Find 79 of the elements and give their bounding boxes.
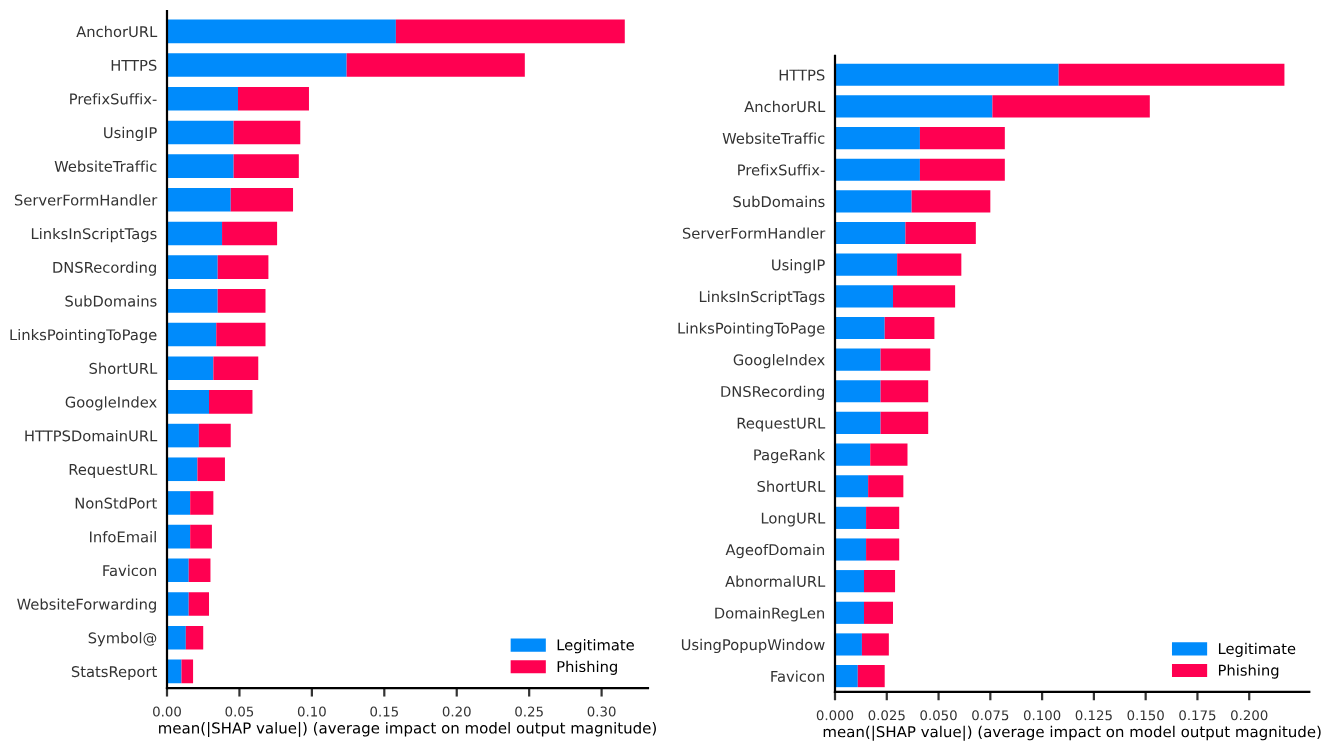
bar	[864, 570, 896, 593]
bar	[835, 411, 881, 434]
bar	[835, 63, 1059, 86]
bar	[230, 188, 294, 212]
bar	[197, 457, 225, 482]
bar	[167, 625, 186, 650]
bar	[167, 53, 347, 77]
bar	[167, 356, 214, 380]
bar	[835, 380, 881, 403]
bar	[919, 127, 1005, 150]
bar	[167, 120, 234, 145]
bar	[884, 316, 935, 340]
bar	[237, 86, 309, 111]
bar	[167, 154, 234, 178]
bar	[167, 289, 218, 313]
bar	[835, 601, 864, 624]
bar	[835, 633, 862, 656]
bar	[919, 158, 1005, 181]
bar	[835, 570, 864, 593]
bar	[188, 558, 211, 583]
bar	[209, 390, 253, 414]
bar	[905, 221, 976, 245]
bar	[167, 423, 199, 448]
bar	[167, 390, 210, 414]
bar	[892, 285, 956, 308]
bar	[911, 190, 991, 213]
bar	[167, 592, 189, 616]
bar	[185, 625, 204, 650]
bar	[868, 475, 904, 498]
bar	[395, 19, 625, 44]
bar	[167, 221, 223, 246]
bar	[216, 322, 266, 347]
bar	[167, 457, 198, 482]
bar	[346, 53, 525, 77]
bar	[835, 190, 912, 213]
bar	[866, 538, 900, 561]
bar	[992, 95, 1150, 118]
bar	[222, 221, 278, 246]
bar	[213, 356, 259, 380]
bar	[167, 558, 189, 583]
bar	[167, 19, 396, 44]
bar	[880, 411, 929, 434]
bar	[835, 538, 867, 561]
bar	[864, 601, 893, 624]
bar	[835, 665, 858, 688]
bar	[866, 506, 900, 529]
bar	[835, 127, 920, 150]
bar	[217, 255, 269, 279]
bar	[167, 255, 218, 279]
bar	[835, 475, 869, 498]
bar	[233, 120, 301, 145]
bar	[167, 86, 238, 111]
bar	[835, 348, 881, 371]
bar	[181, 659, 194, 684]
bar	[880, 380, 929, 403]
bar	[880, 348, 931, 371]
bar	[861, 633, 889, 656]
bar	[835, 443, 871, 466]
bar	[167, 524, 191, 549]
bar	[835, 506, 867, 529]
bar	[217, 289, 266, 313]
bar	[835, 253, 898, 276]
bar	[190, 491, 214, 515]
bar	[167, 188, 231, 212]
bar	[190, 524, 212, 549]
bar	[1058, 63, 1285, 86]
bar	[870, 443, 908, 466]
bar	[198, 423, 231, 448]
bar	[835, 316, 885, 340]
bar	[167, 491, 191, 515]
bar	[835, 221, 906, 245]
bar	[835, 285, 893, 308]
bar	[835, 95, 993, 118]
bar	[233, 154, 299, 178]
bar	[167, 322, 217, 347]
bar	[188, 592, 210, 616]
bar	[897, 253, 962, 276]
bar	[835, 158, 920, 181]
bar	[857, 665, 885, 688]
